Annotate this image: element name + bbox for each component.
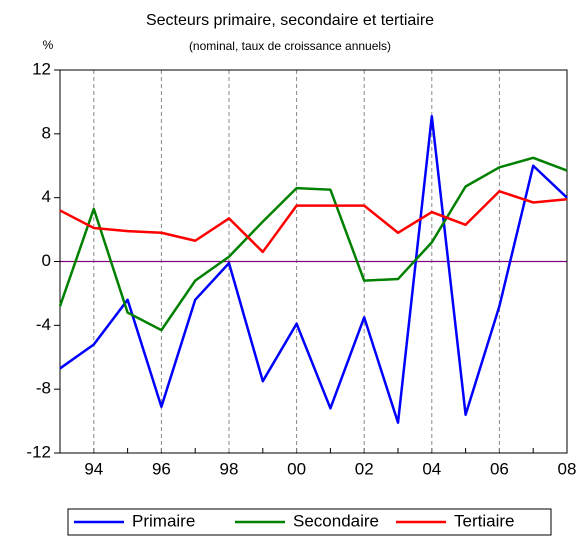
x-tick-label: 04: [422, 459, 441, 478]
legend-label: Primaire: [132, 511, 195, 530]
x-tick-label: 02: [355, 459, 374, 478]
series-line: [58, 156, 568, 332]
x-tick-label: 94: [84, 459, 103, 478]
y-tick-label: 4: [42, 187, 51, 206]
legend-label: Tertiaire: [454, 511, 514, 530]
series-line: [59, 190, 568, 254]
series-line: [59, 115, 568, 424]
x-tick-label: 00: [287, 459, 306, 478]
y-tick-label: 8: [42, 123, 51, 142]
chart-title: Secteurs primaire, secondaire et tertiai…: [146, 12, 434, 29]
x-tick-label: 08: [558, 459, 577, 478]
chart-subtitle: (nominal, taux de croissance annuels): [189, 39, 391, 53]
y-tick-label: 12: [32, 59, 51, 78]
x-tick-label: 98: [220, 459, 239, 478]
legend-box: [67, 508, 552, 536]
y-tick-label: -4: [36, 315, 51, 334]
y-tick-label: 0: [42, 251, 51, 270]
x-tick-label: 96: [152, 459, 171, 478]
x-tick-label: 06: [490, 459, 509, 478]
y-tick-label: -8: [36, 379, 51, 398]
plot-frame: [59, 69, 568, 454]
legend-label: Secondaire: [293, 511, 379, 530]
y-unit: %: [43, 38, 54, 52]
y-tick-label: -12: [26, 442, 51, 461]
